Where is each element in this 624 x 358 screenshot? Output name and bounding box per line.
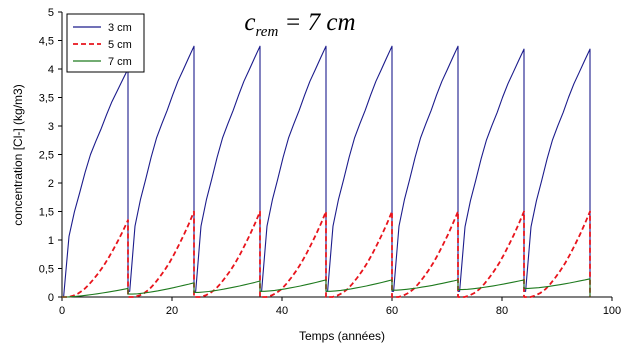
axes: 0 0,5 1 1,5 2 2,5 3 3,5 4 4,5 5 0 20 40 60 80 100	[39, 7, 621, 317]
legend: 3 cm 5 cm 7 cm	[66, 13, 145, 73]
title-prefix: c	[244, 9, 255, 36]
x-tick-label: 60	[386, 305, 398, 317]
title-subscript: rem	[256, 24, 279, 40]
title-suffix: = 7 cm	[278, 9, 355, 36]
y-tick-label: 1,5	[39, 207, 54, 219]
y-tick-label: 3,5	[39, 93, 54, 105]
y-tick-label: 5	[48, 7, 54, 19]
x-tick-label: 100	[603, 305, 621, 317]
y-tick-label: 2,5	[39, 150, 54, 162]
y-axis-label: concentration [Cl-] (kg/m3)	[11, 84, 25, 225]
y-tick-label: 0,5	[39, 264, 54, 276]
x-axis-label: Temps (années)	[299, 329, 385, 343]
y-tick-label: 0	[48, 292, 54, 304]
series-line-5-cm	[62, 210, 591, 298]
series-line-7-cm	[62, 278, 591, 298]
x-tick-label: 20	[166, 305, 178, 317]
y-tick-label: 1	[48, 235, 54, 247]
y-tick-label: 2	[48, 178, 54, 190]
series-line-3-cm	[62, 45, 591, 298]
legend-label: 3 cm	[108, 22, 132, 34]
legend-label: 5 cm	[108, 39, 132, 51]
x-tick-label: 80	[496, 305, 508, 317]
chart-title: crem = 7 cm	[244, 9, 355, 40]
x-tick-label: 0	[59, 305, 65, 317]
legend-label: 7 cm	[108, 56, 132, 68]
series-lines	[62, 45, 591, 298]
x-tick-label: 40	[276, 305, 288, 317]
y-tick-label: 4	[48, 64, 54, 76]
y-tick-label: 3	[48, 121, 54, 133]
y-tick-label: 4,5	[39, 36, 54, 48]
legend-box	[66, 13, 145, 73]
